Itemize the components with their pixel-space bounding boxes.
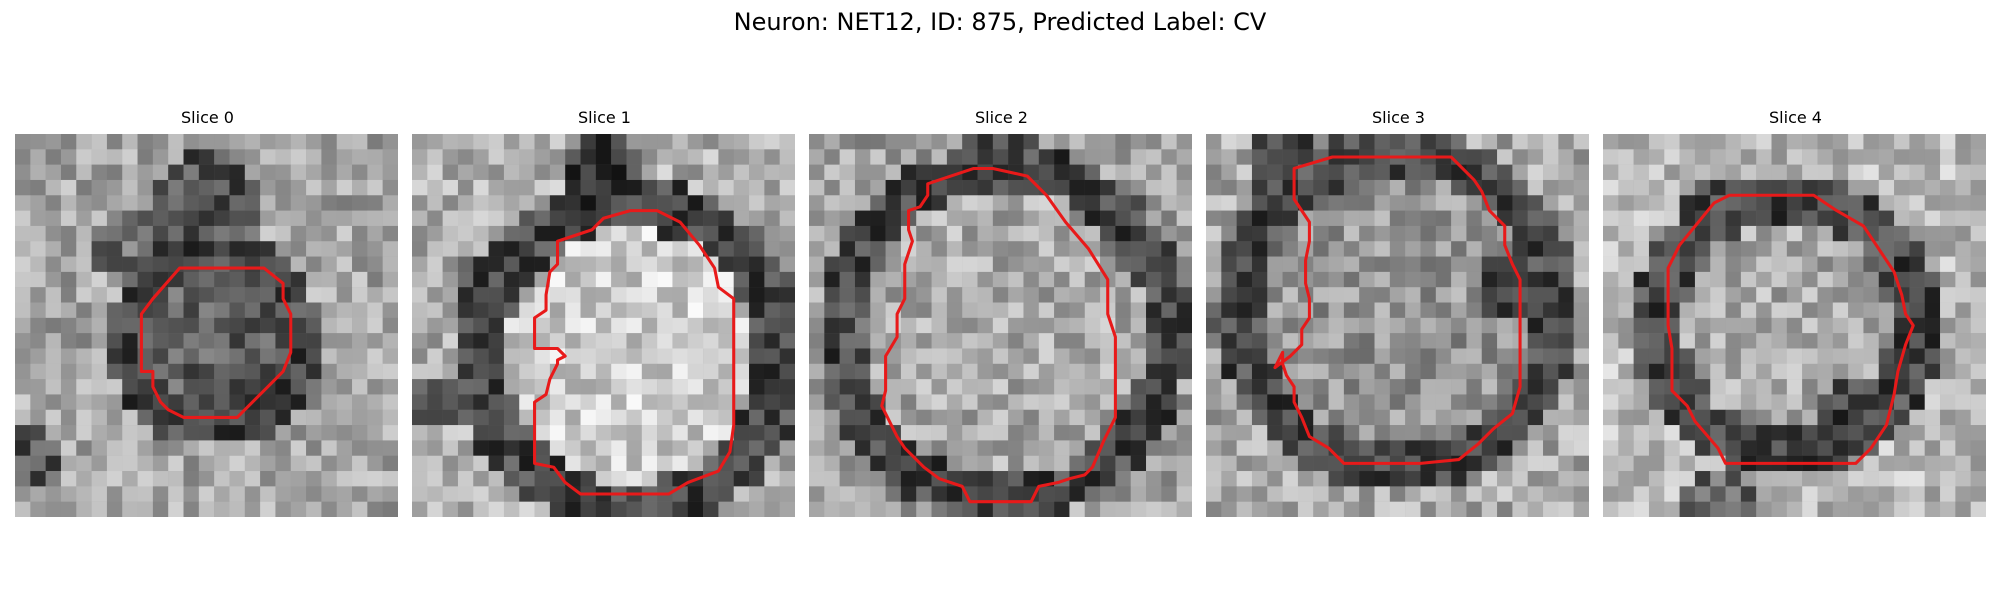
pixel-grid bbox=[15, 134, 398, 517]
slice-image bbox=[1206, 134, 1589, 517]
slice-title: Slice 4 bbox=[1769, 108, 1822, 127]
figure-title: Neuron: NET12, ID: 875, Predicted Label:… bbox=[733, 8, 1267, 36]
cell-contour bbox=[533, 209, 736, 496]
slice-title: Slice 3 bbox=[1372, 108, 1425, 127]
slice-image bbox=[809, 134, 1192, 517]
slice-panel-1: Slice 1 bbox=[412, 108, 797, 517]
slice-panel-2: Slice 2 bbox=[809, 108, 1194, 517]
slice-image-svg bbox=[1603, 134, 1986, 517]
pixel-grid bbox=[809, 134, 1192, 517]
slice-image-svg bbox=[1206, 134, 1589, 517]
slice-image bbox=[15, 134, 398, 517]
slice-title: Slice 1 bbox=[578, 108, 631, 127]
cell-contour bbox=[139, 266, 293, 419]
slice-image-svg bbox=[412, 134, 795, 517]
slice-title: Slice 2 bbox=[975, 108, 1028, 127]
slice-image-svg bbox=[809, 134, 1192, 517]
slice-panel-4: Slice 4 bbox=[1603, 108, 1988, 517]
slice-title: Slice 0 bbox=[181, 108, 234, 127]
pixel-grid bbox=[412, 134, 795, 517]
cell-contour bbox=[1273, 155, 1522, 465]
pixel-grid bbox=[1603, 134, 1986, 517]
slice-image bbox=[1603, 134, 1986, 517]
cell-contour bbox=[1666, 193, 1915, 465]
slice-image bbox=[412, 134, 795, 517]
slice-image-svg bbox=[15, 134, 398, 517]
slice-panel-0: Slice 0 bbox=[15, 108, 400, 517]
pixel-grid bbox=[1206, 134, 1589, 517]
slice-panel-3: Slice 3 bbox=[1206, 108, 1591, 517]
cell-contour bbox=[880, 166, 1117, 504]
